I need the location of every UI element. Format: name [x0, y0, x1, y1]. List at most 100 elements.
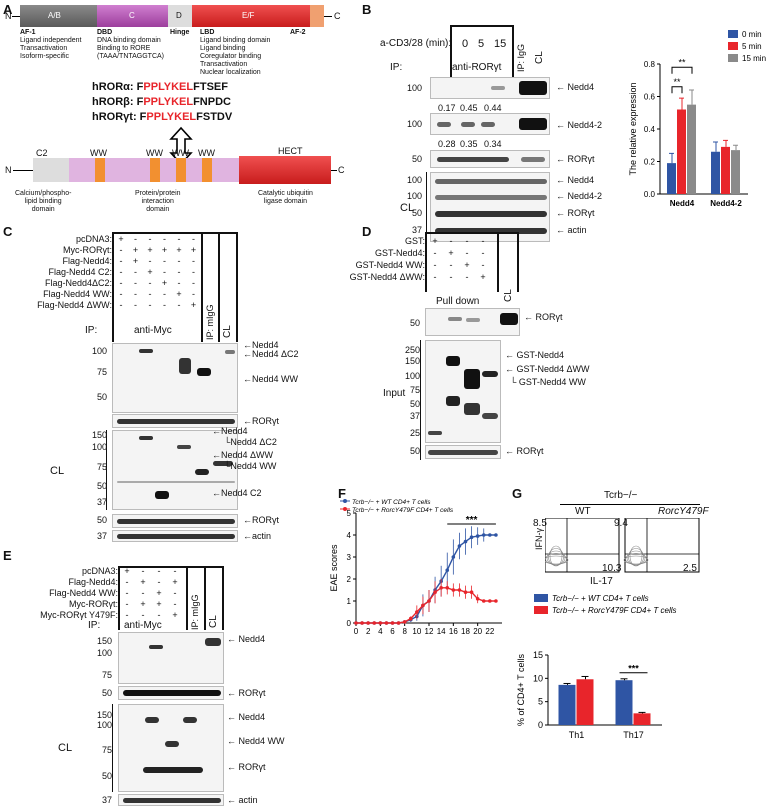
x-tick-label: Nedd4 — [670, 199, 695, 208]
c-ip-label: IP: — [85, 325, 98, 336]
ror-c-terminus: C — [334, 11, 341, 21]
mw-marker: 50 — [409, 318, 420, 328]
annotation-text: actin — [238, 795, 258, 805]
treatment-label: Flag-Nedd4: — [62, 256, 112, 266]
d-cl-label: CL — [503, 289, 514, 302]
quant-value: 0.28 — [438, 139, 456, 149]
y-tick-label: 0 — [538, 720, 543, 730]
bar — [721, 146, 730, 194]
nedd4-n-terminus: N — [5, 165, 12, 175]
treatment-label: Flag-Nedd4 C2: — [48, 267, 112, 277]
e-frame-right — [204, 566, 206, 630]
e-cl-label: CL — [208, 615, 219, 628]
c-ann-actin: ←actin — [243, 531, 272, 541]
domain-d-label: D — [176, 11, 182, 20]
ww-domain-4 — [202, 158, 212, 182]
mw-marker: 25 — [409, 428, 420, 438]
time-15: 15 — [494, 38, 507, 50]
annotation-text: GST-Nedd4 ΔWW — [516, 364, 590, 374]
treatment-sign: + — [172, 610, 178, 620]
domain-ab: A/B — [20, 5, 97, 27]
cl-side-label: CL — [400, 202, 415, 214]
treatment-sign: - — [134, 278, 137, 288]
x-tick-label: Nedd4-2 — [710, 199, 742, 208]
e-ann-rorgt: ← RORγt — [227, 688, 266, 698]
d-ann-rorgt: ← RORγt — [524, 312, 563, 322]
treatment-label: pcDNA3: — [75, 234, 112, 244]
annotation-text: Nedd4 WW — [252, 374, 299, 384]
hinge-label: Hinge — [170, 29, 190, 36]
data-point — [457, 544, 462, 548]
data-point — [475, 597, 480, 601]
quant-value: 0.34 — [484, 139, 502, 149]
treatment-sign: + — [147, 267, 153, 277]
seq-row-beta: hRORβ: FPPLYKELFNPDC — [92, 95, 232, 110]
treatment-sign: - — [163, 234, 166, 244]
y-tick-label: 1 — [347, 597, 352, 606]
treatment-sign: - — [173, 566, 177, 576]
data-point — [457, 588, 462, 592]
series-line — [356, 534, 496, 624]
treatment-sign: - — [163, 267, 166, 277]
annotation-text: RORγt — [252, 515, 279, 525]
b-ip-frame — [450, 25, 514, 27]
x-tick-label: 10 — [412, 627, 421, 635]
y-tick-label: 10 — [533, 673, 543, 683]
quant-value: 0.44 — [484, 103, 502, 113]
lbd-desc: Ligand binding domain Ligand binding Cor… — [200, 37, 271, 76]
e-frame-end — [222, 566, 224, 630]
mw-marker: 50 — [409, 446, 420, 456]
legend-label: 15 min — [742, 54, 766, 63]
mw-marker: 100 — [96, 720, 112, 730]
y-axis-label: EAE scores — [330, 544, 339, 592]
blot-e-ip — [118, 632, 224, 684]
domain-d: D — [168, 5, 192, 27]
annotation-nedd4: ← Nedd4 — [556, 82, 595, 92]
legend-label: Tcrb−/− + WT CD4+ T cells — [352, 499, 431, 506]
contour — [623, 555, 649, 565]
annotation-text: RORγt — [238, 688, 266, 698]
hect-domain — [239, 156, 331, 184]
treatment-label: GST-Nedd4 WW: — [355, 260, 425, 270]
contour — [545, 555, 569, 565]
y-tick-label: 3 — [347, 553, 352, 562]
e-anti-myc: anti-Myc — [124, 620, 162, 631]
sig-label: *** — [466, 515, 478, 526]
acd-label: a-CD3/28 (min): — [380, 38, 452, 49]
treatment-sign: - — [163, 256, 166, 266]
seq-post: FTSEF — [193, 81, 228, 93]
treatment-sign: - — [148, 278, 152, 288]
ww-label: WW — [90, 148, 107, 158]
legend-label: Tcrb−/− + RorcY479F CD4+ T cells — [552, 606, 677, 615]
treatment-sign: - — [173, 599, 177, 609]
annotation-text: RORγt — [535, 312, 563, 322]
c-cl-bracket — [106, 430, 107, 510]
treatment-sign: - — [119, 289, 123, 299]
data-point — [366, 621, 370, 625]
c-frame-left — [112, 232, 114, 342]
y-tick-label: 2 — [347, 575, 352, 584]
data-point — [360, 621, 364, 625]
legend-swatch — [728, 54, 738, 62]
g-mut-q-tl: 9.4 — [614, 518, 628, 529]
data-point — [451, 555, 456, 559]
data-point — [463, 539, 468, 544]
x-tick-label: 2 — [366, 627, 371, 635]
mw-marker: 75 — [409, 385, 420, 395]
treatment-sign: - — [465, 272, 469, 282]
treatment-sign: + — [161, 278, 168, 288]
blot-e-rorgt — [118, 686, 224, 700]
treatment-label: Flag-Nedd4 ΔWW: — [37, 300, 112, 310]
treatment-sign: - — [465, 248, 469, 258]
treatment-sign: - — [134, 267, 137, 277]
mw-marker: 100 — [96, 648, 112, 658]
x-tick-label: 14 — [437, 627, 446, 635]
e-frame-left — [118, 566, 120, 630]
sig-label: ** — [678, 58, 686, 68]
mw-marker: 75 — [96, 462, 107, 472]
treatment-sign: - — [481, 260, 485, 270]
g-wt-q-br: 10.3 — [602, 563, 622, 574]
treatment-sign: - — [141, 588, 145, 598]
treatment-sign: - — [148, 289, 152, 299]
